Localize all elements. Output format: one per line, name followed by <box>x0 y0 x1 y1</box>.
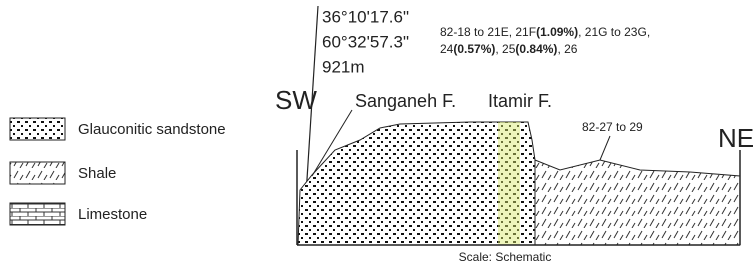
sample-segment: , 21G to 23G, <box>578 25 650 39</box>
legend-label: Limestone <box>78 206 147 223</box>
formation-label: Sanganeh F. <box>355 91 456 111</box>
leader-line <box>600 136 610 160</box>
legend-swatch <box>10 118 65 140</box>
legend: Glauconitic sandstone Shale Limestone <box>10 118 226 225</box>
samples-line: 24(0.57%), 25(0.84%), 26 <box>440 42 578 56</box>
itamir-highlight <box>498 122 520 245</box>
shale-unit <box>535 160 740 245</box>
cross-section <box>297 110 740 245</box>
ne-label: NE <box>718 123 754 153</box>
sample-segment: (0.57%) <box>453 42 495 56</box>
latitude: 36°10'17.6" <box>322 7 409 26</box>
sw-label: SW <box>275 85 317 115</box>
sample-segment: , 26 <box>557 42 577 56</box>
sample-segment: (0.84%) <box>515 42 557 56</box>
sample-segment: 82-18 to 21E, 21F <box>440 25 536 39</box>
elevation: 921m <box>322 57 365 76</box>
legend-swatch <box>10 203 65 225</box>
formation-label: Itamir F. <box>488 91 552 111</box>
scale-label: Scale: Schematic <box>459 250 552 264</box>
shale-samples: 82-27 to 29 <box>582 120 643 134</box>
sample-segment: (1.09%) <box>536 25 578 39</box>
sample-segment: 24 <box>440 42 454 56</box>
legend-swatch <box>10 162 65 184</box>
sample-segment: , 25 <box>495 42 515 56</box>
samples-line: 82-18 to 21E, 21F(1.09%), 21G to 23G, <box>440 25 650 39</box>
legend-label: Glauconitic sandstone <box>78 121 226 138</box>
diagram: Glauconitic sandstone Shale Limestone 36… <box>0 0 756 269</box>
legend-label: Shale <box>78 165 116 182</box>
longitude: 60°32'57.3" <box>322 32 409 51</box>
